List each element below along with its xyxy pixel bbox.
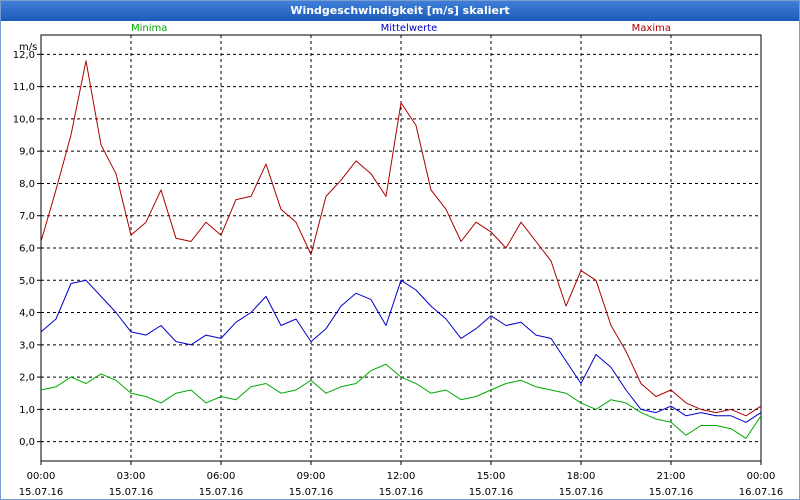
y-tick-label: 6,0 <box>19 244 35 255</box>
y-tick-label: 12,0 <box>13 50 35 61</box>
x-tick-date-label: 15.07.16 <box>199 487 244 498</box>
y-tick-label: 7,0 <box>19 211 35 222</box>
series-lines <box>40 60 762 439</box>
y-axis-unit-label: m/s <box>19 42 37 53</box>
y-tick-label: 2,0 <box>19 373 35 384</box>
x-tick-time-label: 15:00 <box>477 471 506 482</box>
x-axis: 00:00 15.07.16 03:00 15.07.16 06:00 15.07.16 0… <box>19 461 784 498</box>
x-tick-time-label: 03:00 <box>117 471 146 482</box>
series-line-maxima <box>40 60 762 417</box>
chart-title: Windgeschwindigkeit [m/s] skaliert <box>1 1 799 21</box>
x-tick-date-label: 15.07.16 <box>379 487 424 498</box>
x-tick-time-label: 12:00 <box>387 471 416 482</box>
x-tick-time-label: 00:00 <box>27 471 56 482</box>
x-tick-date-label: 16.07.16 <box>739 487 784 498</box>
x-tick-time-label: 21:00 <box>657 471 686 482</box>
x-tick-date-label: 15.07.16 <box>19 487 64 498</box>
series-line-minima <box>40 363 762 439</box>
legend-entry-minima: Minima <box>131 23 167 34</box>
legend-entry-mittelwerte: Mittelwerte <box>381 23 438 34</box>
y-axis: 0,0 1,0 2,0 3,0 4,0 5,0 6,0 7,0 8,0 9,0 10,0 11,0 12… <box>13 50 41 448</box>
x-tick-time-label: 00:00 <box>747 471 776 482</box>
y-tick-label: 3,0 <box>19 340 35 351</box>
y-tick-label: 9,0 <box>19 147 35 158</box>
y-tick-label: 4,0 <box>19 308 35 319</box>
x-tick-time-label: 18:00 <box>567 471 596 482</box>
wind-speed-chart: m/s 0,0 1,0 2,0 3,0 4,0 5,0 6,0 7,0 8,0 9,0 10,0 11… <box>13 23 784 498</box>
legend: Minima Mittelwerte Maxima <box>131 23 671 34</box>
x-tick-date-label: 15.07.16 <box>109 487 154 498</box>
y-tick-label: 11,0 <box>13 82 35 93</box>
x-tick-date-label: 15.07.16 <box>469 487 514 498</box>
y-tick-label: 8,0 <box>19 179 35 190</box>
y-tick-label: 10,0 <box>13 114 35 125</box>
x-tick-date-label: 15.07.16 <box>559 487 604 498</box>
y-tick-label: 0,0 <box>19 437 35 448</box>
legend-entry-maxima: Maxima <box>632 23 671 34</box>
x-tick-time-label: 06:00 <box>207 471 236 482</box>
y-tick-label: 5,0 <box>19 276 35 287</box>
x-tick-date-label: 15.07.16 <box>649 487 694 498</box>
x-tick-time-label: 09:00 <box>297 471 326 482</box>
series-line-mittelwerte <box>40 279 762 423</box>
x-tick-date-label: 15.07.16 <box>289 487 334 498</box>
y-tick-label: 1,0 <box>19 405 35 416</box>
